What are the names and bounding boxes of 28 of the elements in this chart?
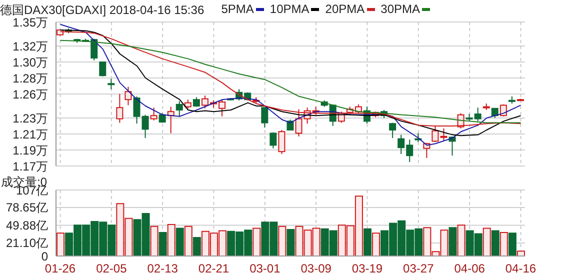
x-tick-label: 03-09 — [300, 262, 332, 276]
y-tick-label: 1.23万 — [12, 111, 48, 126]
x-tick-label: 02-05 — [96, 262, 128, 276]
x-tick-label: 04-06 — [454, 262, 486, 276]
chart-title: 德国DAX30[GDAXI] 2018-04-16 15:36 — [0, 2, 204, 18]
y-tick-label: 78.65亿 — [6, 200, 48, 215]
x-tick-label: 03-27 — [403, 262, 434, 276]
legend-label: 20PMA — [325, 2, 365, 16]
x-tick-label: 03-01 — [250, 262, 281, 276]
legend-label: 10PMA — [270, 2, 310, 16]
y-tick-label: 49.88亿 — [6, 218, 48, 232]
y-tick-label: 1.30万 — [12, 55, 48, 70]
x-tick-label: 03-19 — [352, 262, 383, 276]
y-tick-label: 0 — [41, 249, 48, 264]
y-tick-label: 1.28万 — [12, 71, 48, 86]
y-tick-label: 21.10亿 — [6, 236, 48, 250]
y-tick-label: 1.32万 — [12, 39, 48, 54]
x-tick-label: 02-13 — [147, 262, 178, 276]
legend-label: 30PMA — [380, 2, 420, 16]
x-tick-label: 04-16 — [505, 262, 536, 276]
y-tick-label: 1.26万 — [12, 87, 48, 102]
x-tick-label: 01-26 — [44, 262, 76, 276]
x-tick-label: 02-21 — [198, 262, 230, 276]
y-tick-label: 1.19万 — [12, 143, 48, 158]
legend-label: 5PMA — [221, 2, 254, 16]
y-tick-label: 1.35万 — [12, 15, 48, 30]
y-tick-label: 1.17万 — [12, 159, 48, 174]
y-tick-label: 1.21万 — [12, 127, 48, 142]
